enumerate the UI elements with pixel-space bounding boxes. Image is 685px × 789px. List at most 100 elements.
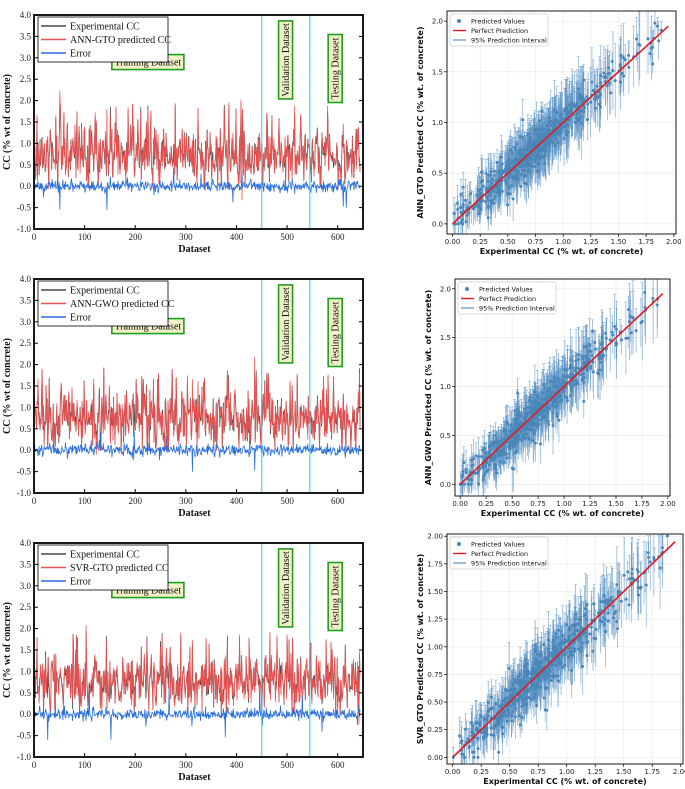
predicted-value-point — [462, 461, 466, 465]
predicted-value-point — [602, 71, 606, 75]
predicted-value-point — [554, 123, 558, 127]
predicted-value-point — [486, 216, 490, 220]
predicted-value-point — [527, 423, 531, 427]
predicted-value-point — [494, 433, 498, 437]
predicted-value-point — [543, 131, 547, 135]
predicted-value-point — [526, 142, 530, 146]
predicted-value-point — [512, 445, 516, 449]
predicted-value-point — [461, 205, 465, 209]
predicted-value-point — [577, 357, 581, 361]
y-axis-title: CC (% wt of concrete) — [2, 602, 13, 698]
predicted-value-point — [614, 340, 618, 344]
predicted-value-point — [515, 408, 519, 412]
x-tick-label: 0 — [32, 760, 37, 770]
predicted-value-point — [554, 404, 558, 408]
predicted-value-point — [505, 182, 509, 186]
predicted-value-point — [595, 84, 599, 88]
error-line — [33, 686, 361, 740]
predicted-value-point — [519, 420, 523, 424]
predicted-value-point — [499, 453, 503, 457]
predicted-value-point — [585, 366, 589, 370]
predicted-value-point — [521, 118, 525, 122]
predicted-value-point — [545, 391, 549, 395]
predicted-value-point — [522, 162, 526, 166]
predicted-value-point — [569, 385, 573, 389]
predicted-value-point — [480, 198, 484, 202]
predicted-value-point — [548, 116, 552, 120]
predicted-value-point — [580, 354, 584, 358]
predicted-value-point — [501, 169, 505, 173]
legend-entry: 95% Prediction Interval — [471, 36, 547, 44]
predicted-value-point — [618, 80, 622, 84]
predicted-value-point — [492, 463, 496, 467]
predicted-value-point — [565, 374, 569, 378]
predicted-value-point — [560, 112, 564, 116]
predicted-value-point — [558, 383, 562, 387]
predicted-value-point — [554, 396, 558, 400]
predicted-value-point — [576, 382, 580, 386]
predicted-value-point — [534, 407, 538, 411]
predicted-value-point — [539, 154, 543, 158]
y-tick-label: 0.0 — [20, 709, 32, 719]
predicted-value-point — [634, 329, 638, 333]
predicted-value-point — [597, 357, 601, 361]
timeseries-svr-gto-panel: Training Dataset Validation Dataset Testin… — [2, 538, 364, 783]
predicted-value-point — [529, 154, 533, 158]
predicted-value-point — [472, 457, 476, 461]
predicted-value-point — [544, 149, 548, 153]
predicted-value-point — [561, 374, 565, 378]
predicted-value-point — [604, 336, 608, 340]
predicted-value-point — [460, 218, 464, 222]
predicted-value-point — [516, 424, 520, 428]
predicted-value-point — [575, 101, 579, 105]
predicted-value-point — [522, 407, 526, 411]
predicted-value-point — [517, 410, 521, 414]
legend-entry: Error — [70, 313, 92, 324]
validation-dataset-label: Validation Dataset — [281, 551, 292, 625]
predicted-value-point — [565, 396, 569, 400]
predicted-value-point — [511, 197, 515, 201]
predicted-value-point — [496, 187, 500, 191]
predicted-value-point — [627, 320, 631, 324]
predicted-value-point — [500, 189, 504, 193]
predicted-value-point — [476, 188, 480, 192]
x-tick-label: 500 — [280, 496, 294, 506]
predicted-value-point — [582, 110, 586, 114]
predicted-value-point — [538, 442, 542, 446]
predicted-value-point — [553, 120, 557, 124]
predicted-value-point — [498, 183, 502, 187]
y-tick-label: 1.5 — [20, 645, 32, 655]
predicted-value-point — [551, 134, 555, 138]
predicted-value-point — [599, 81, 603, 85]
predicted-value-point — [489, 459, 493, 463]
predicted-value-point — [605, 84, 609, 88]
legend-entry: Experimental CC — [70, 22, 140, 33]
perfect-prediction-line — [459, 293, 664, 485]
predicted-value-point — [655, 303, 659, 307]
predicted-value-point — [493, 195, 497, 199]
predicted-value-point — [591, 370, 595, 374]
predicted-cc-line — [33, 356, 361, 455]
predicted-value-point — [458, 206, 462, 210]
predicted-value-point — [517, 151, 521, 155]
predicted-value-point — [489, 448, 493, 452]
y-tick-label: 0.0 — [20, 181, 32, 191]
predicted-value-point — [537, 400, 541, 404]
predicted-value-point — [521, 169, 525, 173]
predicted-value-point — [533, 399, 537, 403]
predicted-value-point — [488, 191, 492, 195]
predicted-value-point — [553, 144, 557, 148]
predicted-value-point — [499, 460, 503, 464]
predicted-value-point — [562, 390, 566, 394]
predicted-value-point — [525, 147, 529, 151]
predicted-value-point — [464, 470, 468, 474]
predicted-value-point — [558, 132, 562, 136]
predicted-value-point — [567, 103, 571, 107]
predicted-value-point — [553, 384, 557, 388]
predicted-value-point — [544, 129, 548, 133]
predicted-value-point — [593, 340, 597, 344]
x-tick-label: 600 — [331, 496, 345, 506]
y-tick-label: 0.5 — [20, 160, 32, 170]
predicted-value-point — [614, 327, 618, 331]
predicted-value-point — [521, 135, 525, 139]
